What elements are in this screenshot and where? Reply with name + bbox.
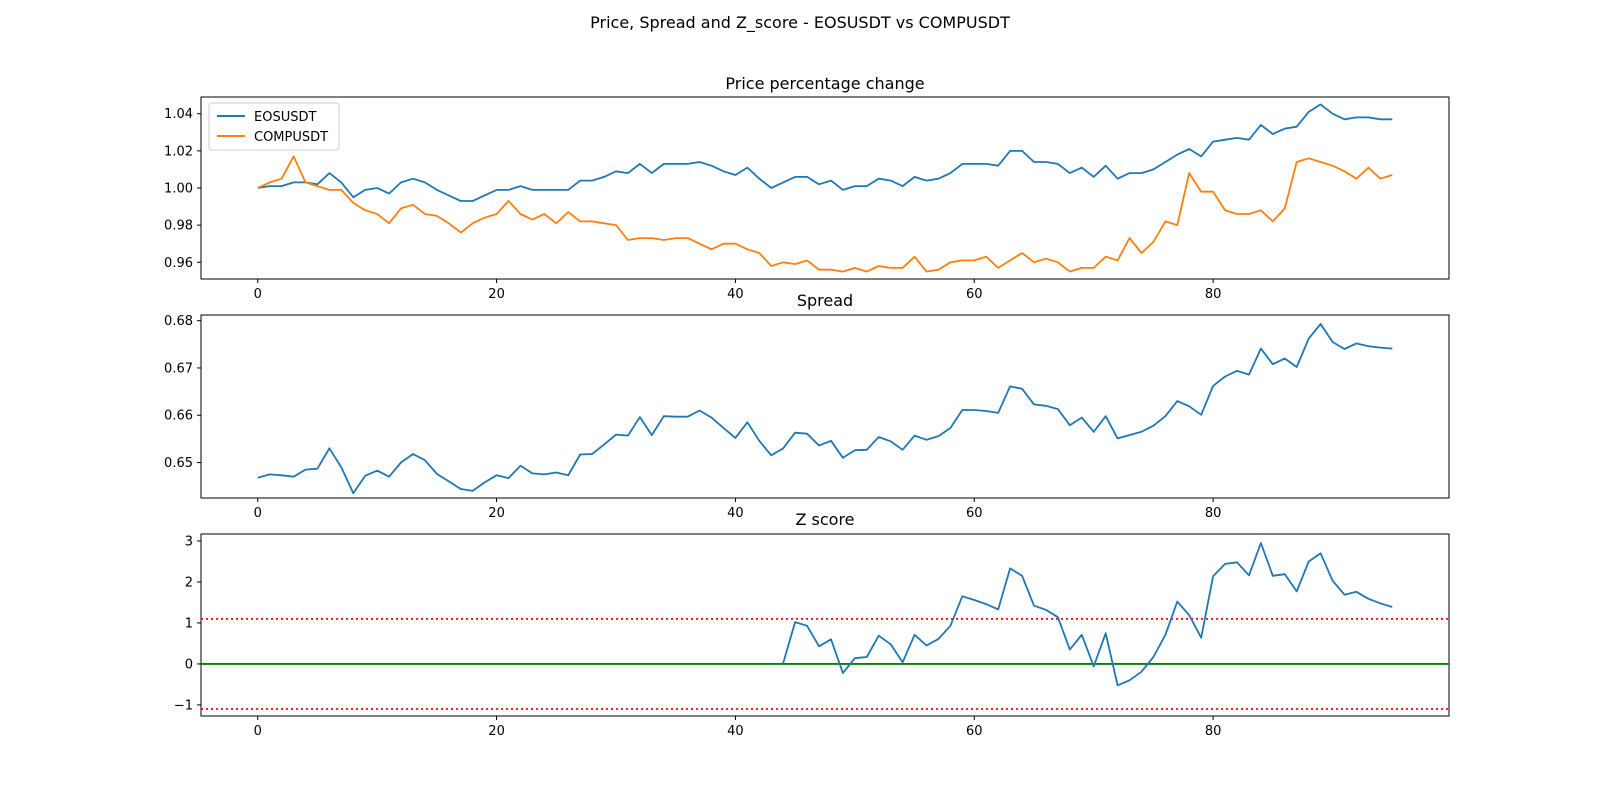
price-change-panel: Price percentage change 0 20 40 60 80 0.96 0.9… — [164, 74, 1450, 302]
price-change-xtick-label: 80 — [1205, 287, 1222, 302]
zscore-xtick-label: 60 — [966, 724, 983, 739]
compusdt-series-line — [257, 155, 1393, 273]
price-change-xtick-label: 20 — [488, 287, 505, 302]
zscore-ytick-label: 3 — [185, 534, 193, 549]
price-change-plot-frame — [200, 96, 1450, 280]
price-change-xtick-label: 40 — [727, 287, 744, 302]
price-change-title: Price percentage change — [725, 74, 924, 93]
zscore-series-line — [782, 542, 1393, 687]
zscore-panel: Z score 0 20 40 60 80 −1 0 1 2 3 — [174, 510, 1450, 739]
spread-plot-frame — [200, 314, 1450, 499]
spread-ytick-label: 0.66 — [164, 409, 193, 424]
price-change-ytick-label: 1.00 — [164, 182, 193, 197]
price-legend: EOSUSDT COMPUSDT — [208, 102, 340, 151]
spread-xtick-label: 0 — [254, 506, 262, 521]
spread-ytick-label: 0.68 — [164, 314, 193, 329]
spread-series-line — [257, 323, 1393, 495]
spread-xtick-label: 60 — [966, 506, 983, 521]
zscore-xtick-label: 80 — [1205, 724, 1222, 739]
spread-xtick-label: 20 — [488, 506, 505, 521]
price-change-xtick-label: 0 — [254, 287, 262, 302]
legend-label-compusdt: COMPUSDT — [254, 130, 328, 145]
legend-label-eosusdt: EOSUSDT — [254, 110, 316, 125]
spread-xtick-label: 80 — [1205, 506, 1222, 521]
zscore-plot-frame — [200, 533, 1450, 717]
spread-ytick-label: 0.67 — [164, 361, 193, 376]
zscore-xtick-label: 40 — [727, 724, 744, 739]
zscore-title: Z score — [795, 510, 854, 529]
zscore-ytick-label: 1 — [185, 616, 193, 631]
zscore-xtick-label: 20 — [488, 724, 505, 739]
price-change-ytick-label: 0.98 — [164, 219, 193, 234]
zscore-ytick-label: −1 — [174, 698, 193, 713]
figure-suptitle: Price, Spread and Z_score - EOSUSDT vs C… — [590, 13, 1010, 33]
legend-frame — [208, 102, 340, 151]
zscore-ytick-label: 0 — [185, 657, 193, 672]
price-change-ytick-label: 0.96 — [164, 256, 193, 271]
price-change-ytick-label: 1.02 — [164, 144, 193, 159]
spread-title: Spread — [797, 291, 853, 310]
spread-ytick-label: 0.65 — [164, 456, 193, 471]
price-change-ytick-label: 1.04 — [164, 107, 193, 122]
zscore-xtick-label: 0 — [254, 724, 262, 739]
spread-xtick-label: 40 — [727, 506, 744, 521]
spread-panel: Spread 0 20 40 60 80 0.65 0.66 0.67 0.68 — [164, 291, 1450, 521]
zscore-ytick-label: 2 — [185, 575, 193, 590]
eosusdt-series-line — [257, 103, 1393, 202]
price-change-xtick-label: 60 — [966, 287, 983, 302]
